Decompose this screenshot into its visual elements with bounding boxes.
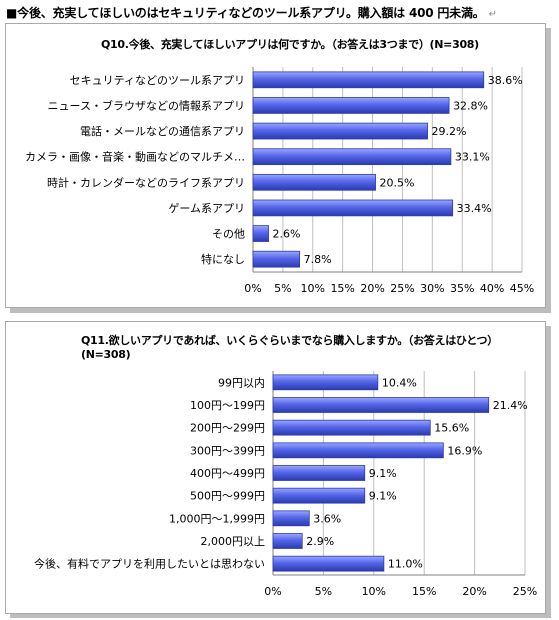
page-heading-text: ■今後、充実してほしいのはセキュリティなどのツール系アプリ。購入額は 400 円… [6,6,485,20]
chart1-panel: Q10.今後、充実してほしいアプリは何ですか。（お答えは3つまで）(N=308) [5,23,546,308]
chart1-title-line-1: Q10.今後、充実してほしいアプリは何ですか。（お答えは3つまで）(N=308) [101,38,479,51]
return-mark: ↵ [488,9,497,20]
chart1-title: Q10.今後、充実してほしいアプリは何ですか。（お答えは3つまで）(N=308) [101,36,479,52]
chart2-title-line-1: Q11.欲しいアプリであれば、いくらぐらいまでなら購入しますか。（お答えはひとつ… [81,334,498,347]
chart2-title-line-2: (N=308) [81,348,131,361]
chart2-title: Q11.欲しいアプリであれば、いくらぐらいまでなら購入しますか。（お答えはひとつ… [81,332,498,361]
chart2-panel: Q11.欲しいアプリであれば、いくらぐらいまでなら購入しますか。（お答えはひとつ… [5,321,546,614]
page-heading: ■今後、充実してほしいのはセキュリティなどのツール系アプリ。購入額は 400 円… [6,4,497,21]
